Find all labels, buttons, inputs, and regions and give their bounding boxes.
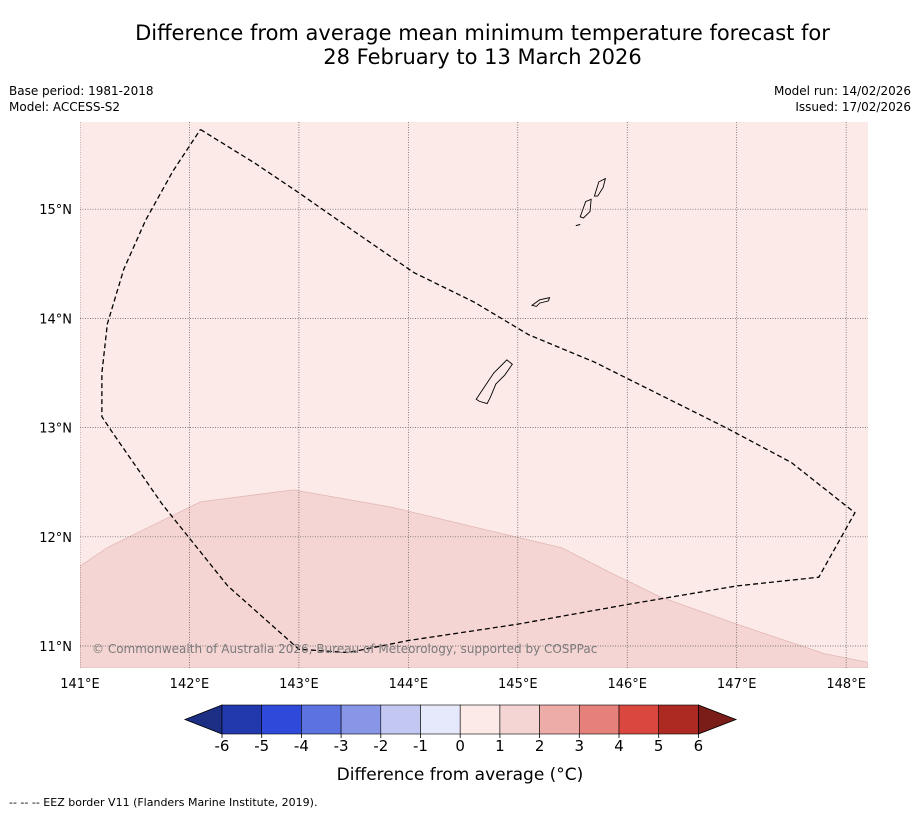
colorbar-high-extension: [698, 704, 738, 735]
colorbar-segment: [578, 704, 620, 735]
base-period: Base period: 1981-2018: [9, 84, 154, 98]
title-line-2: 28 February to 13 March 2026: [323, 44, 642, 69]
colorbar-tick-label: 4: [614, 737, 624, 755]
longitude-tick-label: 146°E: [607, 677, 647, 692]
colorbar-segment: [499, 704, 540, 735]
latitude-tick-label: 14°N: [39, 312, 72, 327]
run-info: Model run: 14/02/2026 Issued: 17/02/2026: [774, 83, 911, 115]
island-guam: [475, 359, 513, 405]
longitude-tick-label: 144°E: [389, 677, 429, 692]
colorbar-tick-label: 6: [694, 737, 704, 755]
colorbar-segment: [261, 704, 302, 735]
colorbar: -6 -5 -4 -3 -2 -1 0 1 2 3 4 5 6 Difference from avera…: [183, 704, 738, 785]
longitude-tick-label: 142°E: [170, 677, 210, 692]
island-tinian: [579, 198, 592, 219]
model-name: Model: ACCESS-S2: [9, 100, 121, 114]
colorbar-segment: [301, 704, 342, 735]
latitude-tick-label: 12°N: [39, 531, 72, 546]
map-area: © Commonwealth of Australia 2026, Bureau…: [80, 122, 868, 668]
colorbar-tick-label: -4: [294, 737, 309, 755]
colorbar-tick-label: 3: [575, 737, 585, 755]
island-saipan: [593, 177, 607, 197]
colorbar-segment: [340, 704, 382, 735]
colorbar-tick-label: 2: [535, 737, 545, 755]
latitude-tick-label: 13°N: [39, 422, 72, 437]
latitude-tick-label: 11°N: [39, 640, 72, 655]
longitude-tick-label: 147°E: [717, 677, 757, 692]
copyright-credit: © Commonwealth of Australia 2026, Bureau…: [92, 642, 597, 656]
forecast-region-1-to-2: [80, 489, 868, 668]
longitude-tick-label: 145°E: [498, 677, 538, 692]
colorbar-segment: [618, 704, 660, 735]
colorbar-title: Difference from average (°C): [337, 765, 584, 785]
title-line-1: Difference from average mean minimum tem…: [135, 21, 830, 45]
colorbar-segment: [658, 704, 699, 735]
eez-boundary: [101, 128, 856, 654]
model-run: Model run: 14/02/2026: [773, 84, 911, 98]
latitude-tick-label: 15°N: [39, 203, 72, 218]
colorbar-tick-label: 1: [495, 737, 505, 755]
colorbar-tick-label: 5: [654, 737, 664, 755]
longitude-tick-label: 141°E: [60, 677, 100, 692]
colorbar-tick-label: -1: [413, 737, 428, 755]
colorbar-segment: [459, 704, 501, 735]
map-axes: 141°E 142°E 143°E 144°E 145°E 146°E 147°E 148°E…: [39, 203, 866, 692]
colorbar-low-extension: [183, 704, 223, 735]
colorbar-segment: [380, 704, 421, 735]
issued-date: Issued: 17/02/2026: [795, 100, 911, 114]
colorbar-tick-label: -3: [334, 737, 349, 755]
colorbar-tick-label: -6: [215, 737, 230, 755]
colorbar-tick-label: -5: [254, 737, 269, 755]
longitude-tick-label: 148°E: [826, 677, 866, 692]
chart-title: Difference from average mean minimum tem…: [0, 21, 919, 69]
longitude-tick-label: 143°E: [279, 677, 319, 692]
eez-legend-note: -- -- -- EEZ border V11 (Flanders Marine…: [9, 796, 318, 809]
colorbar-tick-label: 0: [455, 737, 465, 755]
island-rota: [530, 297, 551, 307]
colorbar-segment: [221, 704, 263, 735]
colorbar-segment: [420, 704, 461, 735]
model-info: Base period: 1981-2018 Model: ACCESS-S2: [9, 83, 154, 115]
colorbar-tick-label: -2: [373, 737, 388, 755]
islet-aguijan: [575, 224, 581, 227]
colorbar-segment: [539, 704, 580, 735]
